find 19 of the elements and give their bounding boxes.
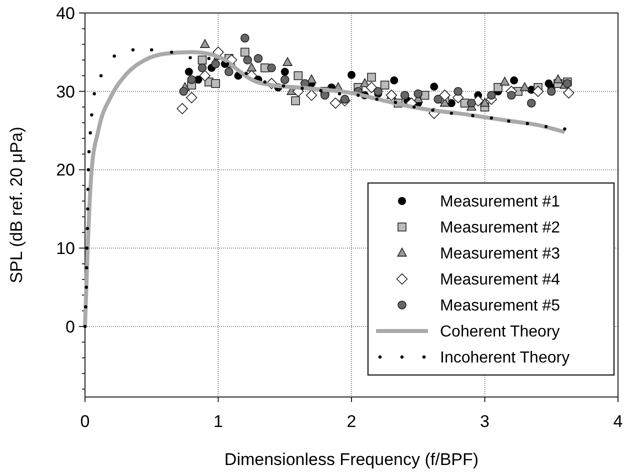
x-tick-label: 4 [613,412,623,431]
x-tick-label: 0 [80,412,90,431]
y-tick-label: 0 [66,317,75,336]
x-tick-label: 2 [346,412,356,431]
legend-label: Measurement #4 [440,272,560,289]
legend-label: Incoherent Theory [440,350,570,367]
x-tick-label: 3 [480,412,490,431]
legend-label: Coherent Theory [440,324,560,341]
legend-label: Measurement #3 [440,246,560,263]
y-tick-label: 40 [56,4,75,23]
y-axis-title: SPL (dB ref. 20 μPa) [7,126,26,284]
y-tick-label: 10 [56,239,75,258]
y-tick-label: 20 [56,160,75,180]
legend-label: Measurement #1 [440,194,560,211]
legend-label: Measurement #2 [440,220,560,237]
x-tick-label: 1 [214,412,223,431]
y-tick-label: 30 [56,82,75,102]
legend-label: Measurement #5 [440,298,560,315]
x-axis-title: Dimensionless Frequency (f/BPF) [224,450,479,469]
